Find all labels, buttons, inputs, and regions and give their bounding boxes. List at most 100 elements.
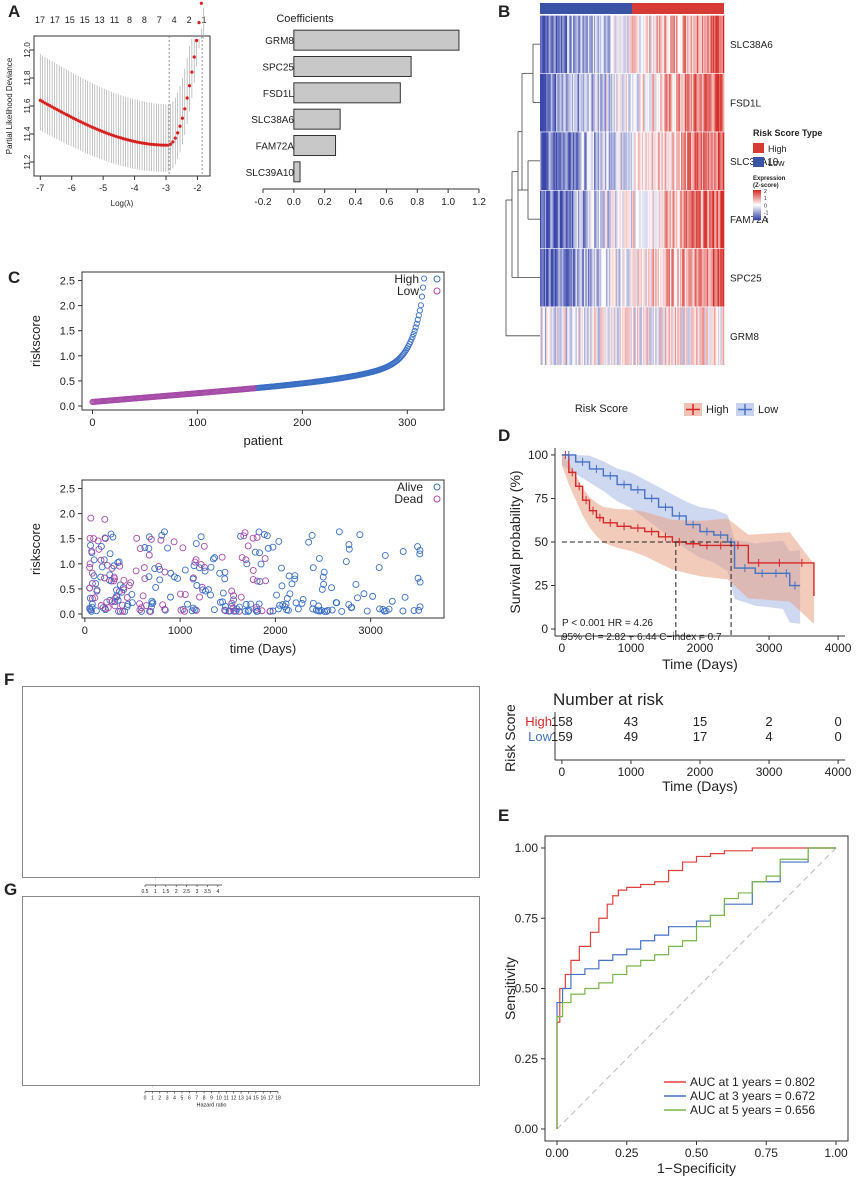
status-legend-marker — [433, 495, 441, 503]
status-point — [249, 534, 257, 542]
heatmap-cell — [699, 190, 701, 249]
heatmap-cell — [565, 131, 568, 190]
heatmap-cell — [630, 131, 633, 190]
heatmap-cell — [616, 190, 618, 249]
status-point — [241, 529, 249, 537]
status-point — [309, 564, 317, 572]
heatmap-cell — [681, 131, 683, 190]
heatmap-cell — [634, 131, 636, 190]
heatmap-cell — [710, 73, 713, 132]
lasso-point — [38, 98, 42, 102]
heatmap-cell — [678, 306, 681, 365]
lasso-point — [71, 116, 76, 120]
heatmap-cell — [596, 15, 598, 74]
status-point — [218, 553, 226, 561]
heatmap-cell — [597, 131, 600, 190]
riskscore-point — [413, 320, 420, 327]
heatmap-cell — [705, 15, 708, 74]
panel-label-c: C — [8, 268, 21, 287]
heatmap-cell — [674, 131, 677, 190]
coef-bar — [293, 161, 301, 183]
lasso-point — [142, 141, 147, 145]
heatmap-cell — [703, 190, 705, 249]
lasso-point — [78, 120, 83, 124]
status-x-tick-label: 0 — [82, 625, 88, 637]
coef-category-label: FSD1L — [263, 89, 295, 100]
heatmap-cell — [605, 73, 607, 132]
heatmap-cell — [660, 131, 662, 190]
heatmap-cell — [597, 248, 600, 307]
heatmap-cell — [554, 190, 557, 249]
heatmap-cell — [660, 306, 662, 365]
heatmap-cell — [609, 131, 612, 190]
status-point — [137, 604, 145, 612]
heatmap-cell — [692, 306, 694, 365]
km-x-tick-label: 2000 — [687, 641, 714, 655]
heatmap-cell — [600, 15, 602, 74]
heatmap-cell — [693, 73, 695, 132]
status-point — [345, 545, 353, 553]
status-point — [264, 544, 272, 552]
status-point — [253, 577, 261, 585]
heatmap-cell — [633, 306, 635, 365]
heatmap-cell — [547, 306, 549, 365]
heatmap-cell — [720, 15, 722, 74]
heatmap-cell — [563, 248, 565, 307]
univariate-forest-box — [22, 686, 480, 878]
heatmap-cell — [668, 73, 671, 132]
heatmap-cell — [689, 306, 692, 365]
status-point — [193, 582, 201, 589]
heatmap-cell — [630, 73, 633, 132]
km-y-tick-label: 50 — [535, 535, 549, 549]
heatmap-cell — [721, 131, 724, 190]
panel-label-b: B — [498, 2, 511, 21]
status-point — [308, 531, 316, 539]
heatmap-cell — [641, 131, 644, 190]
status-point — [167, 569, 175, 577]
heatmap-cell — [655, 15, 657, 74]
heatmap-cell — [609, 15, 612, 74]
heatmap-cell — [658, 15, 661, 74]
heatmap-cell — [721, 190, 724, 249]
forest-axis-tick-label: 2 — [175, 889, 178, 895]
heatmap-cell — [609, 73, 612, 132]
heatmap-cell — [600, 190, 602, 249]
heatmap-cell — [563, 306, 565, 365]
heatmap-cell — [639, 73, 641, 132]
heatmap-cell — [711, 73, 714, 132]
heatmap-cell — [683, 248, 686, 307]
forest-axis-tick-label: 15 — [253, 1096, 259, 1102]
panel-label-d: D — [498, 426, 511, 445]
status-x-tick-label: 3000 — [358, 625, 382, 637]
heatmap-cell — [649, 15, 651, 74]
heatmap-cell — [600, 248, 602, 307]
lasso-point — [76, 118, 80, 123]
heatmap-cell — [569, 73, 571, 132]
heatmap-cell — [649, 73, 651, 132]
heatmap-cell — [722, 15, 725, 74]
heatmap-cell — [625, 131, 628, 190]
heatmap-cell — [716, 190, 719, 249]
heatmap-cell — [701, 190, 704, 249]
heatmap-cell — [584, 131, 586, 190]
heatmap-cell — [715, 73, 717, 132]
heatmap-cell — [651, 73, 654, 132]
status-point — [221, 602, 229, 610]
status-point — [145, 544, 153, 552]
heatmap-row — [540, 306, 725, 365]
heatmap-cell — [579, 190, 581, 249]
heatmap-row-divider — [540, 306, 724, 308]
risk-table-count: 158 — [551, 714, 573, 729]
heatmap-cell — [558, 15, 560, 74]
lasso-point — [152, 142, 156, 147]
status-point — [207, 563, 215, 571]
heatmap-cell — [632, 131, 634, 190]
forest-axis-tick-label: 2.5 — [183, 889, 190, 895]
heatmap-cell — [650, 248, 652, 307]
heatmap-cell — [684, 190, 687, 249]
status-point — [161, 605, 169, 613]
heatmap-cell — [578, 73, 580, 132]
heatmap-cell — [645, 190, 648, 249]
heatmap-cell — [612, 190, 614, 249]
heatmap-cell — [612, 248, 614, 307]
